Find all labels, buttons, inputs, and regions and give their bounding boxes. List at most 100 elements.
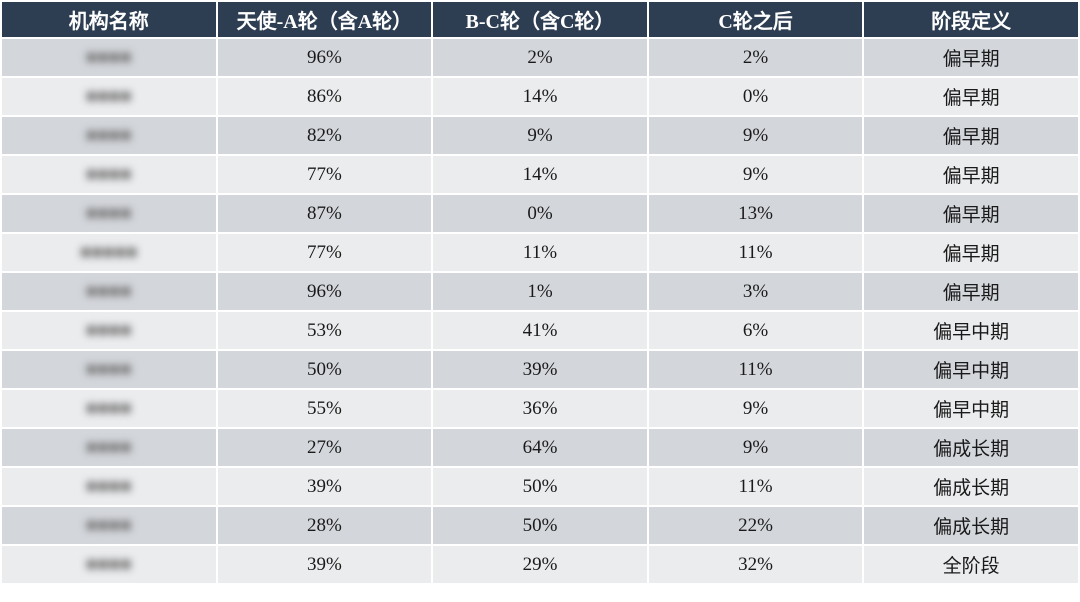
stage-definition-cell: 偏成长期 bbox=[864, 429, 1078, 466]
redacted-name: ■■■■ bbox=[85, 124, 132, 146]
institution-name-cell: ■■■■ bbox=[2, 351, 216, 388]
stage-definition-cell: 偏早期 bbox=[864, 234, 1078, 271]
b-c-share-cell: 50% bbox=[433, 468, 647, 505]
redacted-name: ■■■■ bbox=[85, 475, 132, 497]
institution-name-cell: ■■■■ bbox=[2, 507, 216, 544]
institution-name-cell: ■■■■■ bbox=[2, 234, 216, 271]
b-c-share-cell: 2% bbox=[433, 39, 647, 76]
institution-name-cell: ■■■■ bbox=[2, 273, 216, 310]
header-after-c-round: C轮之后 bbox=[648, 2, 863, 37]
table-row: ■■■■ 53% 41% 6% 偏早中期 bbox=[2, 312, 1078, 349]
angel-a-share-cell: 55% bbox=[217, 390, 432, 427]
angel-a-share-cell: 27% bbox=[217, 429, 432, 466]
angel-a-share-cell: 96% bbox=[217, 273, 432, 310]
after-c-share-cell: 2% bbox=[648, 39, 863, 76]
redacted-name: ■■■■ bbox=[85, 163, 132, 185]
stage-definition-cell: 偏早期 bbox=[864, 195, 1078, 232]
institution-name-cell: ■■■■ bbox=[2, 156, 216, 193]
table-row: ■■■■ 82% 9% 9% 偏早期 bbox=[2, 117, 1078, 154]
table-body: ■■■■ 96% 2% 2% 偏早期 ■■■■ 86% 14% 0% 偏早期 ■■■■ 82% 9% 9%… bbox=[2, 39, 1078, 583]
angel-a-share-cell: 77% bbox=[217, 234, 432, 271]
stage-definition-cell: 偏成长期 bbox=[864, 468, 1078, 505]
institution-name-cell: ■■■■ bbox=[2, 390, 216, 427]
after-c-share-cell: 22% bbox=[648, 507, 863, 544]
b-c-share-cell: 11% bbox=[433, 234, 647, 271]
stage-definition-cell: 全阶段 bbox=[864, 546, 1078, 583]
stage-definition-cell: 偏早期 bbox=[864, 117, 1078, 154]
institution-name-cell: ■■■■ bbox=[2, 39, 216, 76]
b-c-share-cell: 14% bbox=[433, 78, 647, 115]
angel-a-share-cell: 53% bbox=[217, 312, 432, 349]
table-row: ■■■■ 96% 1% 3% 偏早期 bbox=[2, 273, 1078, 310]
redacted-name: ■■■■ bbox=[85, 514, 132, 536]
table-row: ■■■■ 50% 39% 11% 偏早中期 bbox=[2, 351, 1078, 388]
after-c-share-cell: 3% bbox=[648, 273, 863, 310]
b-c-share-cell: 36% bbox=[433, 390, 647, 427]
investment-stage-table: 机构名称 天使-A轮（含A轮） B-C轮（含C轮） C轮之后 阶段定义 ■■■■… bbox=[2, 2, 1078, 583]
angel-a-share-cell: 96% bbox=[217, 39, 432, 76]
after-c-share-cell: 6% bbox=[648, 312, 863, 349]
angel-a-share-cell: 82% bbox=[217, 117, 432, 154]
redacted-name: ■■■■ bbox=[85, 85, 132, 107]
angel-a-share-cell: 50% bbox=[217, 351, 432, 388]
table-row: ■■■■ 55% 36% 9% 偏早中期 bbox=[2, 390, 1078, 427]
after-c-share-cell: 9% bbox=[648, 117, 863, 154]
institution-name-cell: ■■■■ bbox=[2, 195, 216, 232]
institution-name-cell: ■■■■ bbox=[2, 312, 216, 349]
header-institution-name: 机构名称 bbox=[2, 2, 216, 37]
after-c-share-cell: 11% bbox=[648, 468, 863, 505]
header-angel-a-round: 天使-A轮（含A轮） bbox=[217, 2, 432, 37]
after-c-share-cell: 9% bbox=[648, 156, 863, 193]
b-c-share-cell: 9% bbox=[433, 117, 647, 154]
redacted-name: ■■■■ bbox=[85, 358, 132, 380]
table-row: ■■■■ 87% 0% 13% 偏早期 bbox=[2, 195, 1078, 232]
stage-definition-cell: 偏早期 bbox=[864, 39, 1078, 76]
angel-a-share-cell: 39% bbox=[217, 468, 432, 505]
table-row: ■■■■ 77% 14% 9% 偏早期 bbox=[2, 156, 1078, 193]
after-c-share-cell: 11% bbox=[648, 234, 863, 271]
institution-name-cell: ■■■■ bbox=[2, 429, 216, 466]
after-c-share-cell: 9% bbox=[648, 390, 863, 427]
header-stage-definition: 阶段定义 bbox=[864, 2, 1078, 37]
b-c-share-cell: 64% bbox=[433, 429, 647, 466]
after-c-share-cell: 32% bbox=[648, 546, 863, 583]
angel-a-share-cell: 28% bbox=[217, 507, 432, 544]
b-c-share-cell: 14% bbox=[433, 156, 647, 193]
b-c-share-cell: 39% bbox=[433, 351, 647, 388]
stage-definition-cell: 偏早期 bbox=[864, 78, 1078, 115]
stage-definition-cell: 偏早中期 bbox=[864, 351, 1078, 388]
table-row: ■■■■ 27% 64% 9% 偏成长期 bbox=[2, 429, 1078, 466]
b-c-share-cell: 1% bbox=[433, 273, 647, 310]
angel-a-share-cell: 39% bbox=[217, 546, 432, 583]
angel-a-share-cell: 87% bbox=[217, 195, 432, 232]
stage-definition-cell: 偏早期 bbox=[864, 156, 1078, 193]
redacted-name: ■■■■■ bbox=[80, 241, 138, 263]
header-row: 机构名称 天使-A轮（含A轮） B-C轮（含C轮） C轮之后 阶段定义 bbox=[2, 2, 1078, 37]
redacted-name: ■■■■ bbox=[85, 280, 132, 302]
redacted-name: ■■■■ bbox=[85, 436, 132, 458]
after-c-share-cell: 11% bbox=[648, 351, 863, 388]
angel-a-share-cell: 86% bbox=[217, 78, 432, 115]
b-c-share-cell: 41% bbox=[433, 312, 647, 349]
table-row: ■■■■ 28% 50% 22% 偏成长期 bbox=[2, 507, 1078, 544]
stage-definition-cell: 偏成长期 bbox=[864, 507, 1078, 544]
table-row: ■■■■ 96% 2% 2% 偏早期 bbox=[2, 39, 1078, 76]
institution-name-cell: ■■■■ bbox=[2, 117, 216, 154]
table-row: ■■■■■ 77% 11% 11% 偏早期 bbox=[2, 234, 1078, 271]
institution-name-cell: ■■■■ bbox=[2, 546, 216, 583]
redacted-name: ■■■■ bbox=[85, 46, 132, 68]
after-c-share-cell: 0% bbox=[648, 78, 863, 115]
after-c-share-cell: 9% bbox=[648, 429, 863, 466]
redacted-name: ■■■■ bbox=[85, 202, 132, 224]
institution-name-cell: ■■■■ bbox=[2, 468, 216, 505]
after-c-share-cell: 13% bbox=[648, 195, 863, 232]
stage-definition-cell: 偏早期 bbox=[864, 273, 1078, 310]
redacted-name: ■■■■ bbox=[85, 319, 132, 341]
b-c-share-cell: 29% bbox=[433, 546, 647, 583]
institution-name-cell: ■■■■ bbox=[2, 78, 216, 115]
b-c-share-cell: 0% bbox=[433, 195, 647, 232]
stage-definition-cell: 偏早中期 bbox=[864, 312, 1078, 349]
b-c-share-cell: 50% bbox=[433, 507, 647, 544]
table-row: ■■■■ 39% 50% 11% 偏成长期 bbox=[2, 468, 1078, 505]
header-b-c-round: B-C轮（含C轮） bbox=[433, 2, 647, 37]
